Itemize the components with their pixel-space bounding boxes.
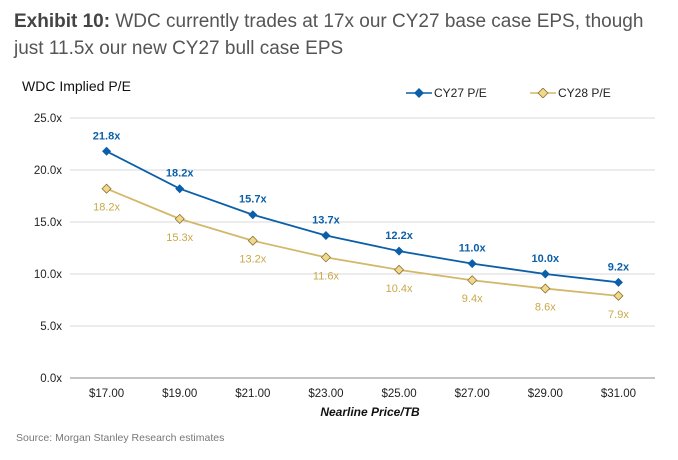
data-label-cy27: 11.0x: [459, 243, 487, 255]
data-label-cy28: 7.9x: [608, 309, 629, 321]
data-point-cy27: [613, 277, 623, 287]
legend-label-cy27: CY27 P/E: [434, 86, 487, 100]
data-label-cy27: 13.7x: [312, 215, 340, 227]
x-tick-label: $23.00: [308, 388, 343, 400]
data-point-cy27: [102, 146, 112, 156]
source-note: Source: Morgan Stanley Research estimate…: [16, 432, 225, 444]
y-tick-label: 0.0x: [40, 373, 62, 385]
x-tick-label: $25.00: [381, 388, 416, 400]
data-label-cy27: 18.2x: [166, 168, 194, 180]
series-lines: [106, 150, 619, 297]
data-label-cy28: 9.4x: [462, 293, 483, 305]
legend-marker-cy28: [530, 88, 556, 98]
x-axis: $17.00 $19.00 $21.00 $23.00 $25.00 $27.00 $29.…: [89, 388, 636, 400]
legend-marker-cy27: [406, 88, 432, 98]
series-points: [101, 146, 624, 301]
data-label-cy28: 13.2x: [239, 254, 266, 266]
data-label-cy28: 11.6x: [313, 270, 340, 282]
legend-label-cy28: CY28 P/E: [558, 86, 611, 100]
data-label-cy27: 21.8x: [93, 130, 121, 142]
data-labels: 21.8x 18.2x 15.7x 13.7x 12.2x 11.0x 10.0x 9.2x 1…: [93, 130, 630, 321]
y-tick-label: 20.0x: [34, 165, 62, 177]
data-point-cy27: [248, 210, 258, 220]
data-label-cy27: 10.0x: [532, 253, 560, 265]
y-tick-label: 10.0x: [34, 269, 62, 281]
data-label-cy28: 15.3x: [166, 232, 193, 244]
x-tick-label: $31.00: [601, 388, 636, 400]
exhibit-title-text: WDC currently trades at 17x our CY27 bas…: [14, 11, 644, 59]
x-axis-title: Nearline Price/TB: [320, 405, 420, 419]
exhibit-number: Exhibit 10:: [14, 11, 111, 32]
y-tick-label: 25.0x: [34, 113, 62, 125]
data-point-cy28: [613, 290, 624, 301]
y-tick-label: 15.0x: [34, 217, 62, 229]
x-tick-label: $27.00: [455, 388, 490, 400]
x-tick-label: $29.00: [528, 388, 563, 400]
x-tick-label: $17.00: [89, 388, 124, 400]
data-label-cy28: 18.2x: [93, 202, 120, 214]
legend-item-cy27: CY27 P/E: [406, 86, 487, 100]
data-point-cy28: [393, 264, 405, 275]
exhibit-title: Exhibit 10: WDC currently trades at 17x …: [14, 8, 664, 62]
data-point-cy28: [174, 213, 185, 224]
data-point-cy27: [321, 231, 331, 241]
x-tick-label: $19.00: [162, 388, 197, 400]
data-point-cy27: [467, 259, 477, 269]
data-point-cy28: [467, 275, 478, 286]
x-tick-label: $21.00: [235, 388, 270, 400]
data-point-cy27: [540, 269, 550, 279]
data-label-cy27: 12.2x: [385, 230, 413, 242]
data-point-cy28: [247, 235, 258, 246]
data-point-cy28: [101, 183, 112, 194]
series-line-cy27: [106, 150, 619, 284]
gridlines: [70, 117, 655, 379]
data-label-cy27: 15.7x: [239, 194, 267, 206]
data-label-cy28: 10.4x: [386, 283, 413, 295]
series-line-cy28: [106, 187, 619, 297]
data-label-cy28: 8.6x: [535, 302, 556, 314]
data-point-cy28: [320, 252, 332, 263]
data-point-cy27: [394, 246, 404, 256]
legend-item-cy28: CY28 P/E: [530, 86, 611, 100]
y-tick-label: 5.0x: [40, 321, 62, 333]
y-axis: 0.0x 5.0x 10.0x 15.0x 20.0x 25.0x: [34, 113, 62, 385]
chart-title: WDC Implied P/E: [22, 78, 131, 94]
data-label-cy27: 9.2x: [608, 261, 630, 273]
data-point-cy27: [175, 184, 185, 194]
data-point-cy28: [540, 283, 551, 294]
